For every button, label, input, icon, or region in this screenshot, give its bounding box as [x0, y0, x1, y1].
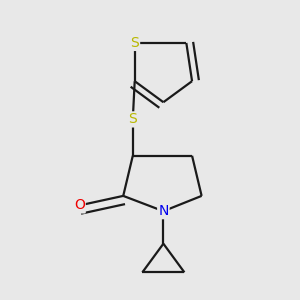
Text: O: O	[74, 198, 85, 212]
Text: S: S	[128, 112, 137, 126]
Text: S: S	[130, 36, 139, 50]
Text: N: N	[158, 204, 169, 218]
